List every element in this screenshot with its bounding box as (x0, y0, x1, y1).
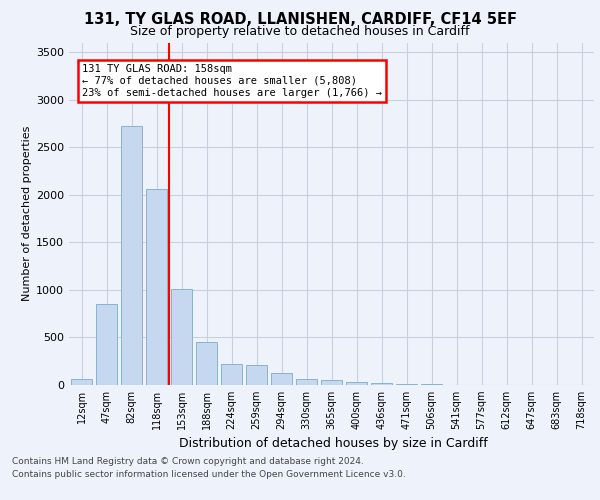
Bar (396, 384, 417, 385)
Bar (96, 304, 117, 385)
Bar (421, 384, 442, 385)
Bar (196, 342, 217, 385)
Bar (121, 126, 142, 385)
Bar (221, 364, 242, 385)
Bar (346, 382, 367, 385)
Bar (146, 189, 167, 385)
Text: 131 TY GLAS ROAD: 158sqm
← 77% of detached houses are smaller (5,808)
23% of sem: 131 TY GLAS ROAD: 158sqm ← 77% of detach… (82, 64, 382, 98)
Bar (321, 380, 342, 385)
Text: Contains public sector information licensed under the Open Government Licence v3: Contains public sector information licen… (12, 470, 406, 479)
Text: Contains HM Land Registry data © Crown copyright and database right 2024.: Contains HM Land Registry data © Crown c… (12, 458, 364, 466)
Bar (246, 365, 267, 385)
Bar (71, 380, 92, 385)
Text: Size of property relative to detached houses in Cardiff: Size of property relative to detached ho… (130, 25, 470, 38)
Text: 131, TY GLAS ROAD, LLANISHEN, CARDIFF, CF14 5EF: 131, TY GLAS ROAD, LLANISHEN, CARDIFF, C… (83, 12, 517, 28)
Bar (371, 382, 392, 385)
Bar (296, 379, 317, 385)
Y-axis label: Number of detached properties: Number of detached properties (22, 126, 32, 302)
Text: Distribution of detached houses by size in Cardiff: Distribution of detached houses by size … (179, 438, 487, 450)
Bar (271, 372, 292, 385)
Bar (171, 289, 192, 385)
